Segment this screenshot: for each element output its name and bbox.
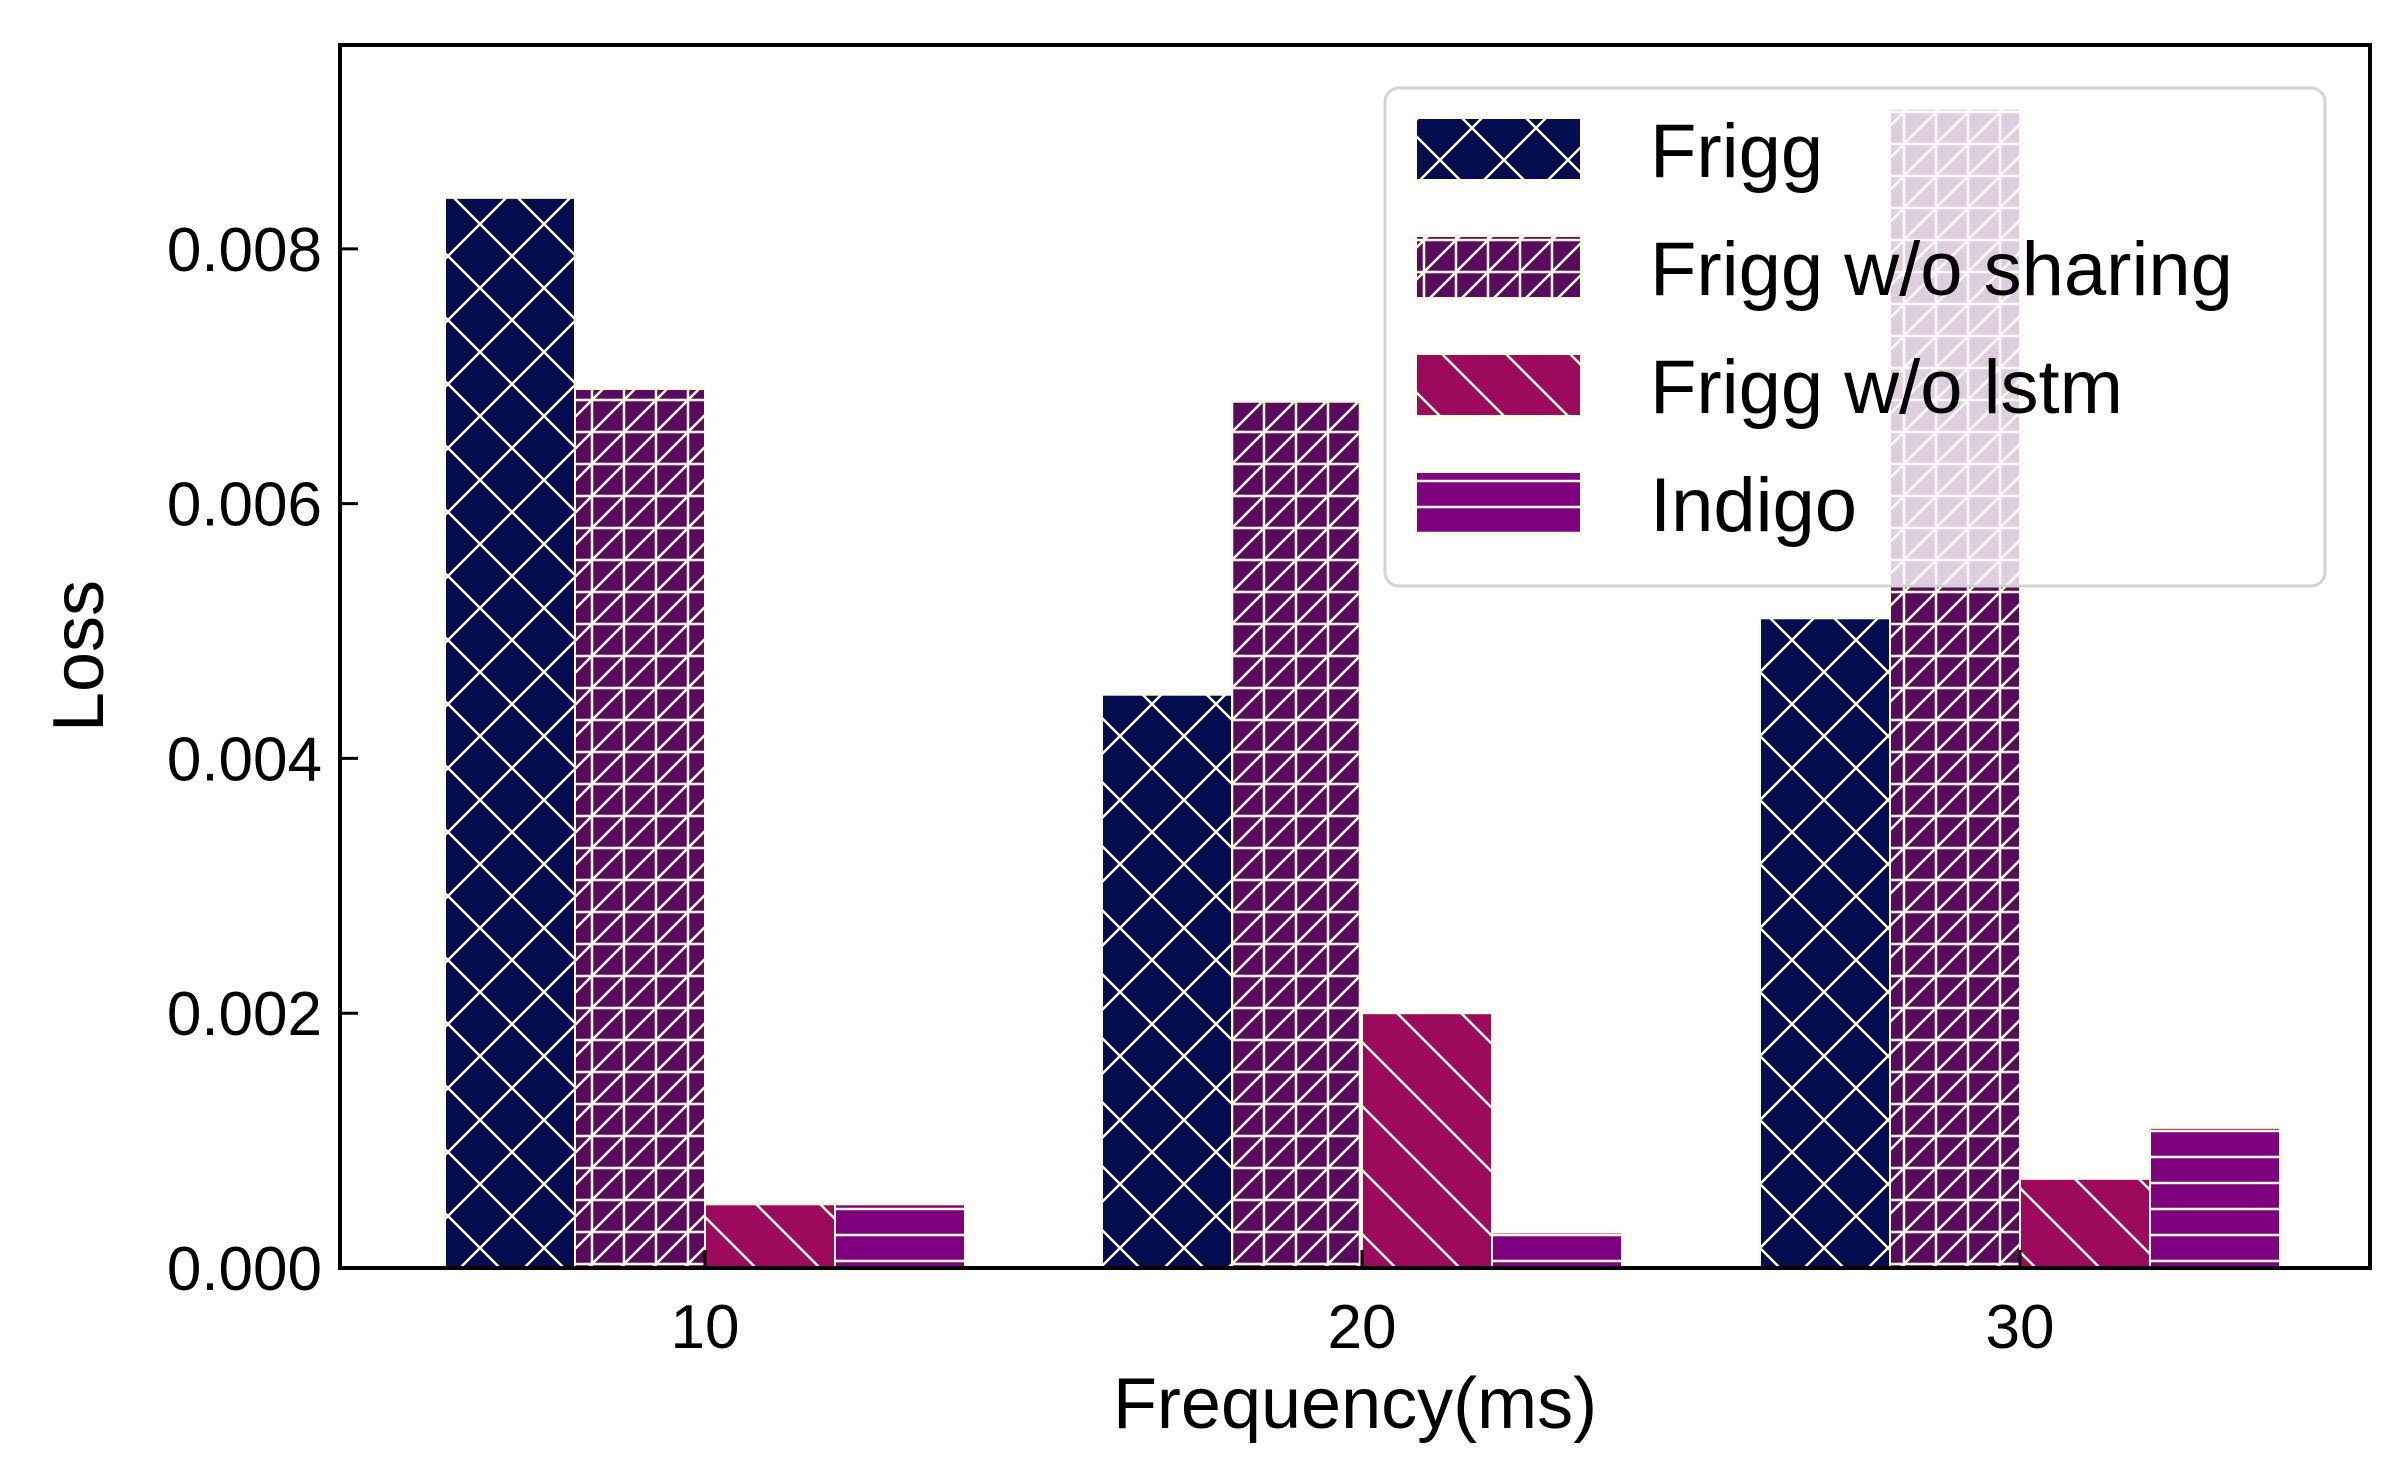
y-tick-label: 0.008 [167,216,322,285]
y-tick-label: 0.002 [167,980,322,1049]
legend-label-frigg-w-o-sharing: Frigg w/o sharing [1650,227,2233,312]
bar-frigg-10 [444,196,576,1269]
legend-swatch-frigg-w-o-lstm [1415,353,1582,417]
legend-frame [1383,86,2327,588]
bar-frigg-w-o-lstm-30 [2019,1177,2151,1269]
legend-swatch-frigg [1415,117,1582,181]
legend-label-frigg-w-o-lstm: Frigg w/o lstm [1650,345,2123,430]
x-axis-label: Frequency(ms) [1113,1364,1597,1444]
bar-frigg-30 [1759,617,1891,1269]
bar-frigg-w-o-sharing-20 [1231,400,1363,1270]
y-axis-ticks: 0.000 0.002 0.004 0.006 0.008 [167,216,358,1304]
bar-frigg-w-o-lstm-20 [1361,1012,1493,1269]
y-tick-label: 0.000 [167,1235,322,1304]
bars-group [444,107,2281,1270]
legend-label-indigo: Indigo [1650,463,1857,548]
bar-frigg-20 [1101,693,1233,1269]
bar-frigg-w-o-lstm-10 [704,1203,836,1270]
bar-frigg-w-o-sharing-10 [574,387,706,1269]
bar-indigo-20 [1491,1231,1623,1270]
bar-indigo-30 [2149,1126,2281,1270]
x-axis-ticks: 10 20 30 [671,1250,2055,1362]
plot-frame [338,43,2372,1270]
bar-indigo-10 [834,1203,966,1270]
y-tick-label: 0.006 [167,471,322,540]
y-tick-label: 0.004 [167,725,322,794]
x-tick-label: 20 [1328,1293,1397,1362]
legend-swatch-frigg-w-o-sharing [1415,235,1582,299]
legend-swatch-indigo [1415,471,1582,535]
x-tick-label: 30 [1986,1293,2055,1362]
legend-label-frigg: Frigg [1650,109,1823,194]
y-axis-label: Loss [39,580,119,732]
x-tick-label: 10 [671,1293,740,1362]
legend: Frigg Frigg w/o sharing Frigg w/o lstm Indi… [1383,86,2327,588]
